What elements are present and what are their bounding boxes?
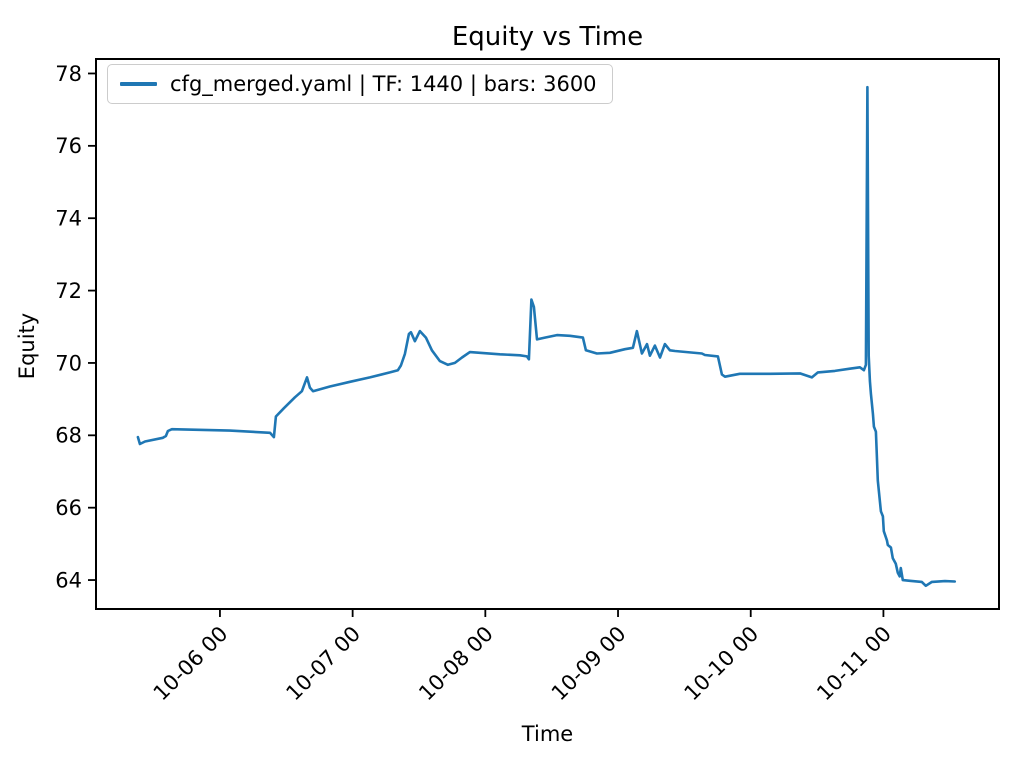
legend: cfg_merged.yaml | TF: 1440 | bars: 3600 xyxy=(107,64,613,104)
y-tick-label: 76 xyxy=(55,134,82,158)
x-tick-label: 10-09 00 xyxy=(547,622,631,706)
chart-title: Equity vs Time xyxy=(451,22,644,52)
series-layer xyxy=(136,85,957,588)
y-tick-label: 72 xyxy=(55,279,82,303)
y-axis-label: Equity xyxy=(15,312,39,380)
plot-frame xyxy=(95,58,1000,610)
x-tick-label: 10-11 00 xyxy=(812,622,896,706)
y-tick-label: 64 xyxy=(55,568,82,592)
y-tick-label: 70 xyxy=(55,351,82,375)
x-axis-label: Time xyxy=(521,722,574,746)
x-tick-label: 10-06 00 xyxy=(149,622,233,706)
y-tick-label: 78 xyxy=(55,62,82,86)
x-tick-label: 10-07 00 xyxy=(281,622,365,706)
y-tick-label: 74 xyxy=(55,207,82,231)
x-tick-label: 10-08 00 xyxy=(414,622,498,706)
legend-line-swatch xyxy=(120,82,157,86)
y-tick-label: 66 xyxy=(55,496,82,520)
y-tick-label: 68 xyxy=(55,424,82,448)
x-tick-label: 10-10 00 xyxy=(680,622,764,706)
legend-label: cfg_merged.yaml | TF: 1440 | bars: 3600 xyxy=(170,72,597,96)
equity-line-series xyxy=(136,85,957,588)
